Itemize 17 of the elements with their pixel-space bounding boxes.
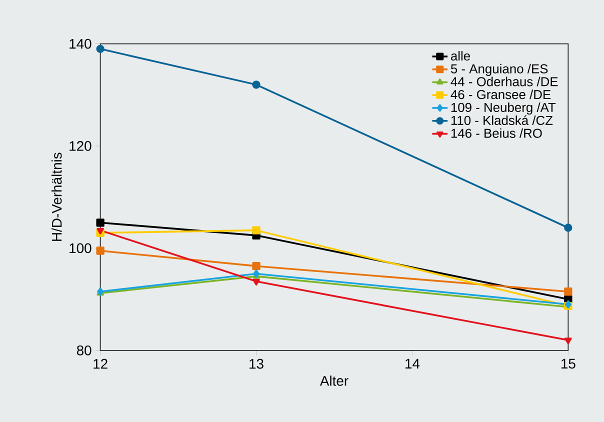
- y-tick-label: 100: [70, 243, 92, 254]
- legend-label: 44 - Oderhaus /DE: [450, 76, 558, 86]
- legend-label: 110 - Kladská /CZ: [451, 115, 553, 125]
- legend-label: 146 - Beius /RO: [451, 128, 542, 138]
- x-tick-label: 15: [561, 358, 576, 369]
- x-tick-label: 12: [94, 358, 108, 369]
- y-axis-title: H/D-Verhältnis: [52, 152, 62, 241]
- legend-label: alle: [450, 51, 470, 61]
- y-tick-label: 80: [76, 345, 92, 356]
- legend-label: 46 - Gransee /DE: [450, 90, 551, 100]
- legend-label: 5 - Anguiano /ES: [450, 64, 548, 76]
- x-tick-label: 14: [406, 358, 420, 368]
- y-tick-label: 140: [70, 38, 92, 49]
- x-tick-label: 13: [250, 358, 264, 369]
- x-axis-title: Alter: [320, 376, 348, 386]
- legend-label: 109 - Neuberg /AT: [451, 102, 556, 115]
- y-tick-label: 120: [70, 141, 92, 151]
